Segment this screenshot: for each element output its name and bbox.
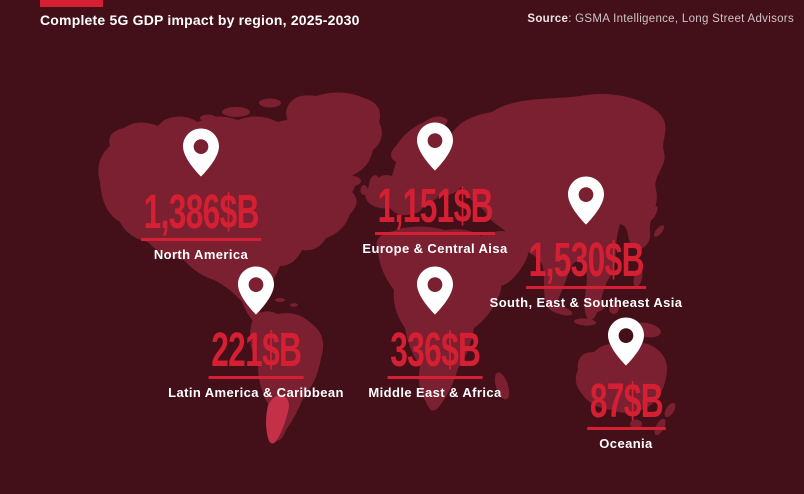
continent-africa [376,226,502,411]
map-pin-icon [238,266,274,315]
continent-north-america [98,116,357,330]
map-pin-icon [568,176,604,225]
source-note: Source: GSMA Intelligence, Long Street A… [527,13,794,25]
region-label: Latin America & Caribbean [168,385,344,401]
region-value: 336$B [387,326,483,380]
region-value: 87$B [586,377,666,431]
accent-bar [40,0,103,7]
continent-europe [365,116,472,216]
island-greenland [286,92,382,180]
region-value: 1,386$B [140,188,262,242]
map-pin-icon [417,122,453,171]
page-title: Complete 5G GDP impact by region, 2025-2… [40,12,360,28]
map-pin-icon [608,317,644,366]
source-label: Source [527,13,569,25]
source-text: : GSMA Intelligence, Long Street Advisor… [568,13,794,25]
region-marker-europe-central-asia: 1,151$B Europe & Central Aisa [285,122,585,256]
region-label: Europe & Central Aisa [362,241,508,257]
continent-australia [575,342,667,413]
map-pin-icon [417,266,453,315]
region-marker-middle-east-africa: 336$B Middle East & Africa [285,266,585,400]
region-label: South, East & Southeast Asia [489,295,683,311]
continent-asia [446,94,666,320]
region-label: Oceania [599,436,653,452]
region-marker-south-east-southeast-asia: 1,530$B South, East & Southeast Asia [436,176,736,310]
region-value: 1,151$B [374,182,496,236]
region-marker-oceania: 87$B Oceania [476,317,776,451]
highlight-south-america-tip [266,395,289,444]
region-value: 221$B [208,326,304,380]
region-marker-latin-america-caribbean: 221$B Latin America & Caribbean [106,266,406,400]
region-label: Middle East & Africa [368,385,502,401]
region-marker-north-america: 1,386$B North America [51,128,351,262]
region-label: North America [153,247,249,263]
map-pin-icon [183,128,219,177]
region-value: 1,530$B [525,236,647,290]
